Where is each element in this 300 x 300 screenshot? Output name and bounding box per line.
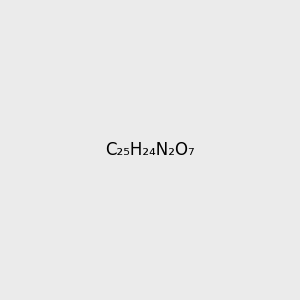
Text: C₂₅H₂₄N₂O₇: C₂₅H₂₄N₂O₇	[105, 141, 195, 159]
